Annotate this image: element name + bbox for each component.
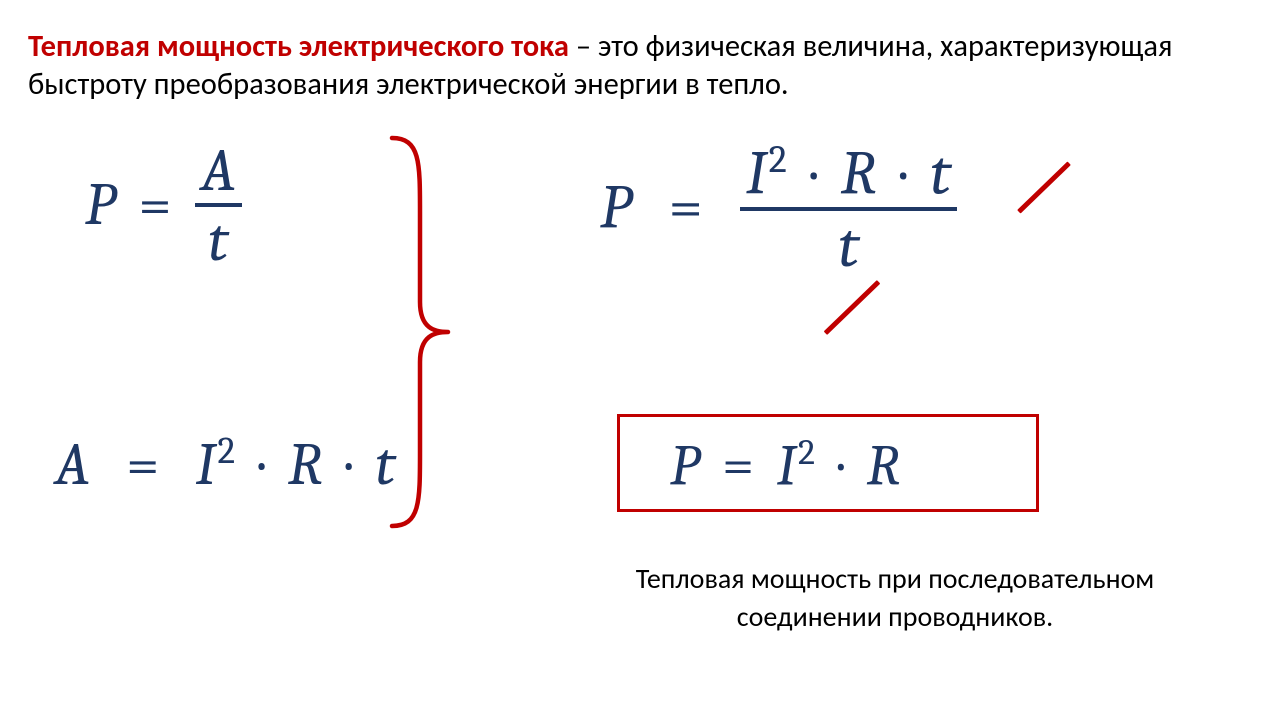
- equals-sign: =: [128, 170, 181, 239]
- cdot-2: ·: [336, 430, 362, 499]
- lhs-P: P: [85, 170, 115, 239]
- formula-P-equals-I2R: P = I2 · R: [670, 432, 900, 499]
- numerator: I2 · R · t: [740, 141, 957, 207]
- cdot-1: ·: [800, 138, 827, 210]
- lhs-P: P: [670, 432, 699, 499]
- strike-t-numerator: [1017, 161, 1071, 213]
- formula-A-equals-I2Rt: A = I2 · R · t: [55, 430, 396, 499]
- heading-term: Тепловая мощность электрического тока: [28, 28, 569, 65]
- cdot-1: ·: [248, 430, 274, 499]
- numerator-A: A: [195, 141, 242, 203]
- equals-sign: =: [103, 430, 183, 499]
- curly-brace-icon: [380, 132, 460, 532]
- rhs-I: I: [196, 430, 216, 499]
- denominator-t: t: [202, 207, 234, 271]
- rhs-R: R: [867, 432, 900, 499]
- num-I: I: [746, 138, 766, 210]
- lhs-A: A: [55, 430, 90, 499]
- formula-P-equals-I2Rt-over-t: P = I2 · R · t t: [600, 145, 957, 281]
- rhs-R: R: [288, 430, 322, 499]
- num-R: R: [841, 138, 877, 210]
- num-superscript-2: 2: [767, 137, 787, 182]
- rhs-superscript-2: 2: [796, 432, 815, 473]
- caption-line-2: соединении проводников.: [737, 599, 1053, 634]
- fraction-A-over-t: A t: [195, 141, 242, 271]
- num-t: t: [930, 138, 951, 210]
- caption-line-1: Тепловая мощность при последовательном: [636, 561, 1155, 596]
- cdot-2: ·: [890, 138, 917, 210]
- rhs-superscript-2: 2: [216, 431, 236, 473]
- denominator-t: t: [832, 211, 865, 277]
- fraction-I2Rt-over-t: I2 · R · t t: [740, 141, 957, 277]
- formula-P-equals-A-over-t: P = A t: [85, 145, 242, 275]
- equals-sign: =: [712, 432, 764, 499]
- caption: Тепловая мощность при последовательном с…: [540, 560, 1250, 636]
- cdot: ·: [828, 432, 854, 499]
- rhs-I: I: [777, 432, 796, 499]
- heading-paragraph: Тепловая мощность электрического тока – …: [28, 28, 1252, 104]
- strike-t-denominator: [824, 280, 881, 335]
- equals-sign: =: [645, 171, 727, 243]
- lhs-P: P: [600, 171, 631, 243]
